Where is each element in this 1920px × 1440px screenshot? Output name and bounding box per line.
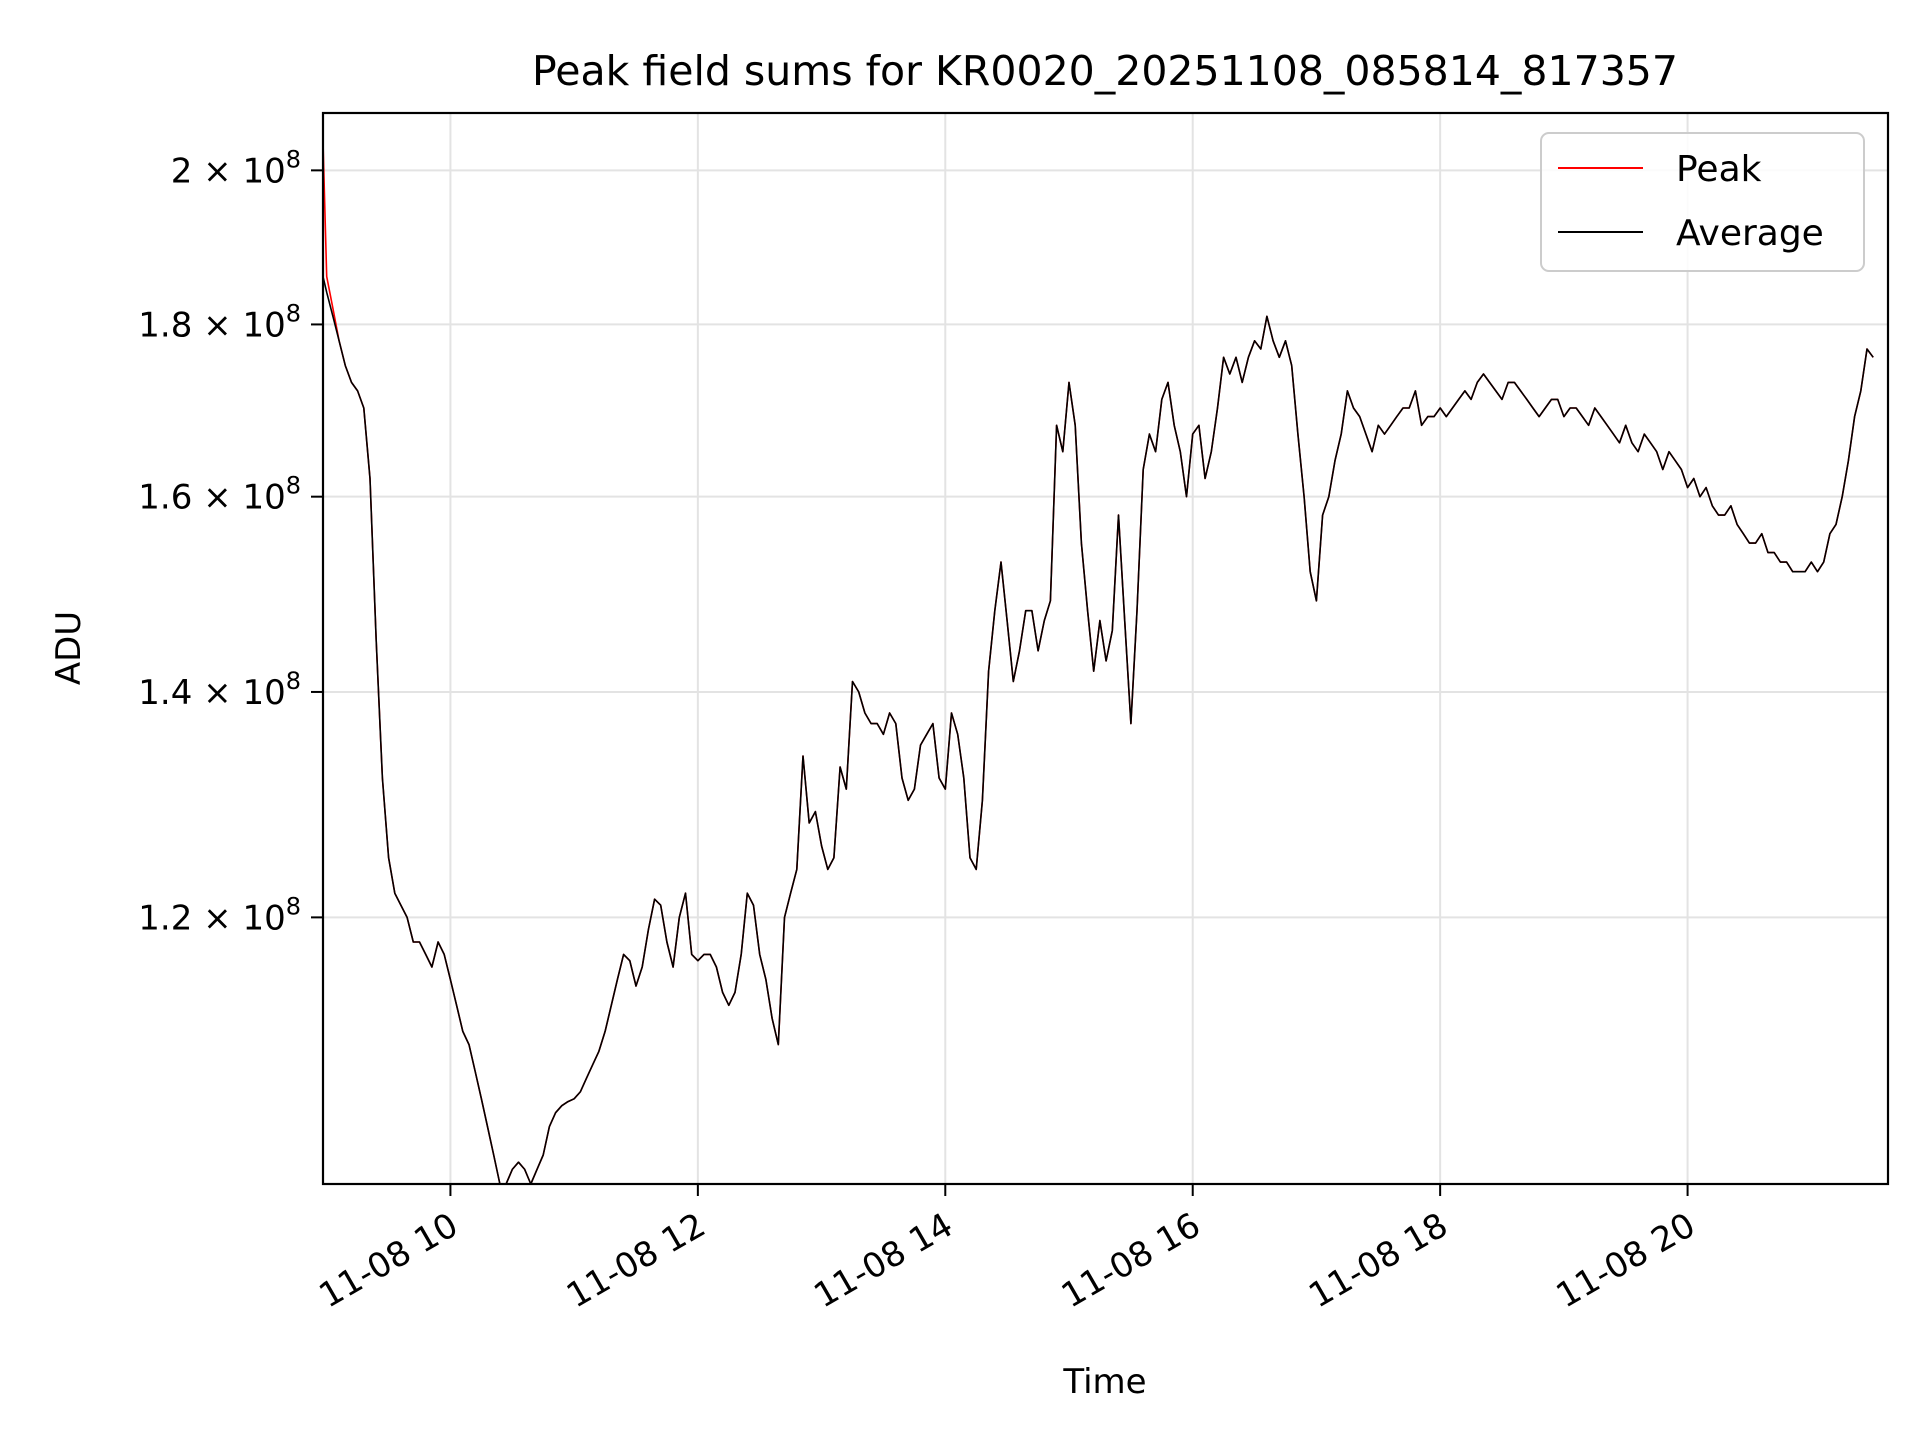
y-tick-label: 1.4 × 108 [138,667,301,713]
legend-label-peak: Peak [1676,149,1762,190]
legend: Peak Average [1540,132,1865,272]
y-tick-label: 1.6 × 108 [138,472,301,518]
y-axis-ticks: 1.2 × 108 1.4 × 108 1.6 × 108 1.8 × 108 2 × … [138,145,323,938]
chart-title: Peak field sums for KR0020_20251108_0858… [532,47,1678,95]
legend-label-average: Average [1676,213,1824,254]
series-lines [322,141,1874,1185]
x-axis-label: Time [1062,1362,1146,1402]
y-tick-label: 1.8 × 108 [138,299,301,345]
series-line-average [322,276,1874,1185]
y-axis-label: ADU [49,611,89,685]
plot-frame [321,111,1890,1186]
y-tick-label: 1.2 × 108 [138,892,301,938]
y-tick-label: 2 × 108 [171,145,301,191]
